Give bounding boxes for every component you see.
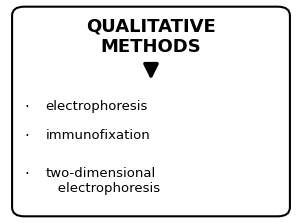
Text: ·: · <box>25 167 30 182</box>
Text: two-dimensional
   electrophoresis: two-dimensional electrophoresis <box>45 167 160 195</box>
Text: ·: · <box>25 129 30 144</box>
FancyBboxPatch shape <box>12 7 290 216</box>
Text: immunofixation: immunofixation <box>45 129 150 142</box>
Text: ·: · <box>25 100 30 115</box>
Text: QUALITATIVE
METHODS: QUALITATIVE METHODS <box>86 18 216 56</box>
Text: electrophoresis: electrophoresis <box>45 100 148 113</box>
